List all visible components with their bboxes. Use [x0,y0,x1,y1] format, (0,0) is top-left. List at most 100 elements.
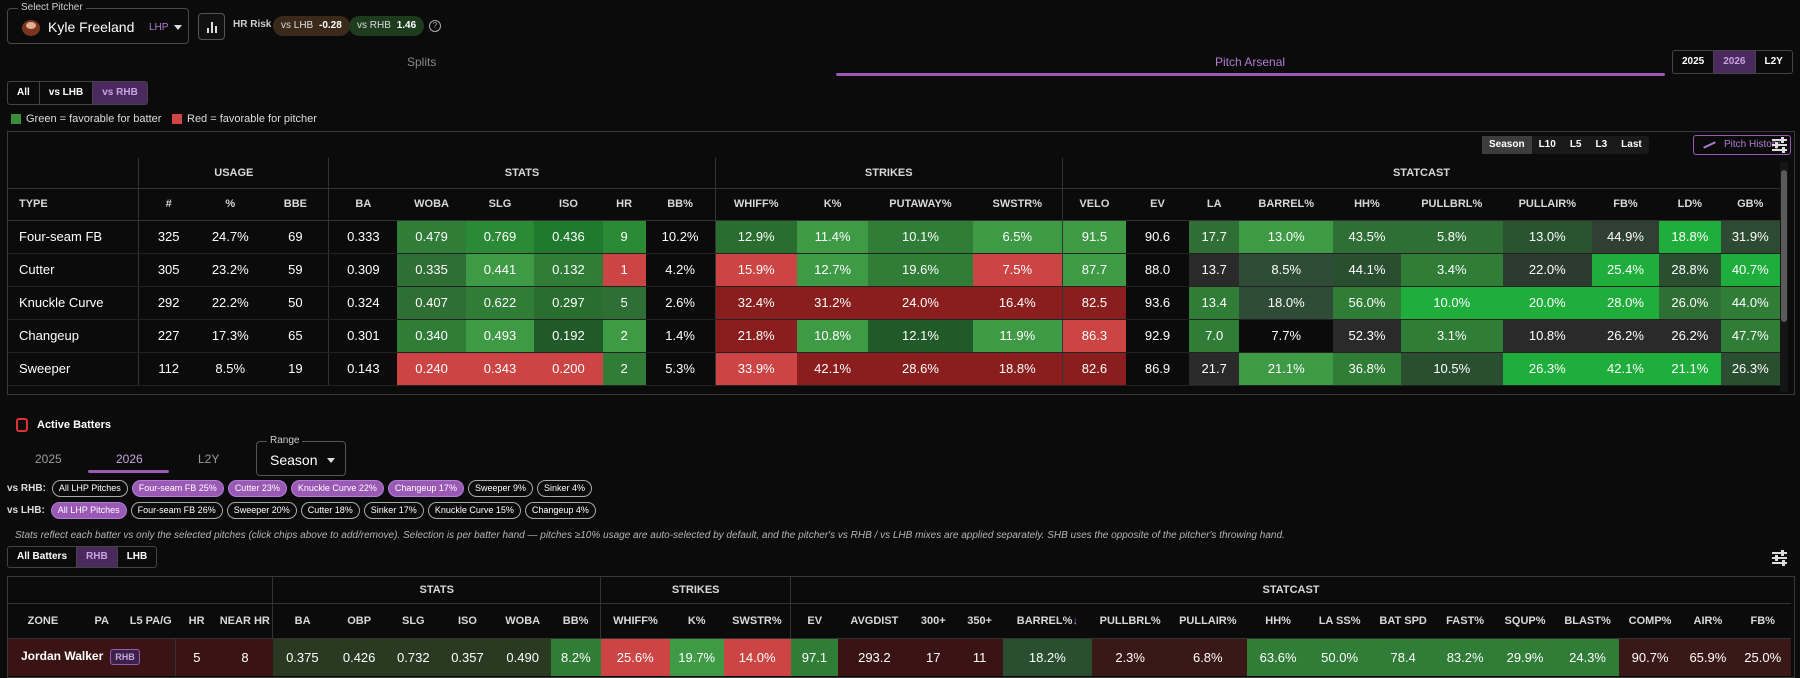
batter-name-cell[interactable]: Jordan Walker RHB [8,638,176,676]
col-fastpct[interactable]: FAST% [1436,603,1494,639]
col-whiffpct[interactable]: WHIFF% [714,188,797,221]
range-select[interactable]: Range Season [256,435,346,476]
year-2025-button[interactable]: 2025 [1673,51,1715,73]
chart-button[interactable] [198,13,225,40]
pitch-chip-all-lhp-pitches[interactable]: All LHP Pitches [50,502,127,519]
col-swstrpct[interactable]: SWSTR% [723,603,791,639]
column-settings-icon[interactable] [1772,137,1787,153]
col-near-hr[interactable]: NEAR HR [217,603,273,639]
col-pullbrlpct[interactable]: PULLBRL% [1091,603,1169,639]
col-pullbrlpct[interactable]: PULLBRL% [1400,188,1503,221]
col-type[interactable]: TYPE [8,188,139,221]
col-barrelpct[interactable]: BARREL%↓ [1003,603,1092,639]
pitch-chip-knuckle-curve-22pct[interactable]: Knuckle Curve 22% [290,480,384,497]
batter-column-settings-icon[interactable] [1772,550,1787,566]
table-row[interactable]: Changeup 227 17.3% 65 0.301 0.340 0.493 0.192 2 1… [8,319,1780,353]
col-slg[interactable]: SLG [465,188,535,221]
col-ldpct[interactable]: LD% [1659,188,1721,221]
col-350plus[interactable]: 350+ [956,603,1004,639]
pitch-chip-sweeper-20pct[interactable]: Sweeper 20% [226,502,297,519]
col-fbpct[interactable]: FB% [1591,188,1660,221]
col-gbpct[interactable]: GB% [1720,188,1780,221]
col-kpct[interactable]: K% [669,603,724,639]
help-icon[interactable]: ? [429,20,441,32]
col-pullairpct[interactable]: PULLAIR% [1168,603,1247,639]
col-la-sspct[interactable]: LA SS% [1309,603,1370,639]
range-l5-button[interactable]: L5 [1569,139,1582,150]
table-row[interactable]: Sweeper 112 8.5% 19 0.143 0.240 0.343 0.200 2 5.3… [8,352,1780,386]
table-row[interactable]: Knuckle Curve 292 22.2% 50 0.324 0.407 0.622 0.… [8,286,1780,320]
year-2026-button[interactable]: 2026 [1714,51,1756,73]
col-fbpct[interactable]: FB% [1734,603,1791,639]
pitch-chip-sweeper-9pct[interactable]: Sweeper 9% [467,480,533,497]
table-row[interactable]: Jordan Walker RHB 5 8 0.375 0.426 0.732 0.357 0.… [8,638,1791,676]
col-bbe[interactable]: BBE [262,188,329,221]
pitch-chip-four-seam-fb-25pct[interactable]: Four-seam FB 25% [131,480,224,497]
scrollbar-thumb[interactable] [1781,170,1787,322]
pitch-chip-changeup-17pct[interactable]: Changeup 17% [387,480,464,497]
side-all-button[interactable]: All Batters [8,547,78,567]
col-obp[interactable]: OBP [332,603,387,639]
pitch-chip-all-lhp-pitches[interactable]: All LHP Pitches [51,480,128,497]
col-hr[interactable]: HR [175,603,218,639]
col-l5-pa-g[interactable]: L5 PA/G [125,603,176,639]
col-pullairpct[interactable]: PULLAIR% [1502,188,1592,221]
range-l10-button[interactable]: L10 [1538,139,1556,150]
hand-vs-lhb-button[interactable]: vs LHB [40,82,94,104]
pitch-chip-changeup-4pct[interactable]: Changeup 4% [524,502,596,519]
col-barrelpct[interactable]: BARREL% [1239,188,1334,221]
col-bbpct[interactable]: BB% [645,188,716,221]
table-row[interactable]: Cutter 305 23.2% 59 0.309 0.335 0.441 0.132 1 4.2… [8,253,1780,287]
col-velo[interactable]: VELO [1061,188,1126,221]
col-woba[interactable]: WOBA [397,188,466,221]
year-l2y-button[interactable]: L2Y [1764,56,1783,67]
col-avgdist[interactable]: AVGDIST [838,603,911,639]
col-300plus[interactable]: 300+ [910,603,957,639]
col-pa[interactable]: PA [77,603,126,639]
tab-pitch-arsenal[interactable]: Pitch Arsenal [1215,55,1286,69]
table-row[interactable]: Four-seam FB 325 24.7% 69 0.333 0.479 0.769 0.4… [8,220,1780,254]
side-lhb-button[interactable]: LHB [126,551,148,562]
col-comppct[interactable]: COMP% [1618,603,1682,639]
col-putawaypct[interactable]: PUTAWAY% [868,188,973,221]
col-swstrpct[interactable]: SWSTR% [972,188,1063,221]
side-rhb-button[interactable]: RHB [77,547,118,567]
col-bat-spd[interactable]: BAT SPD [1369,603,1437,639]
col-kpct[interactable]: K% [796,188,869,221]
pitch-chip-knuckle-curve-15pct[interactable]: Knuckle Curve 15% [427,502,521,519]
col-hr[interactable]: HR [602,188,646,221]
col-blastpct[interactable]: BLAST% [1556,603,1619,639]
col-la[interactable]: LA [1189,188,1240,221]
pitch-history-button[interactable]: Pitch History [1693,135,1791,155]
col-zone[interactable]: ZONE [8,603,78,639]
col-bbpct[interactable]: BB% [550,603,601,639]
col-iso[interactable]: ISO [440,603,495,639]
col-slg[interactable]: SLG [386,603,441,639]
pitch-chip-cutter-18pct[interactable]: Cutter 18% [300,502,360,519]
batter-name[interactable]: Jordan Walker [21,649,104,664]
col-hhpct[interactable]: HH% [1333,188,1401,221]
batters-tab-2025[interactable]: 2025 [35,452,62,466]
col-iso[interactable]: ISO [534,188,603,221]
tab-splits[interactable]: Splits [407,55,437,69]
col-pct[interactable]: % [198,188,263,221]
pitch-chip-four-seam-fb-26pct[interactable]: Four-seam FB 26% [130,502,223,519]
col-ba[interactable]: BA [272,603,333,639]
hand-vs-rhb-button[interactable]: vs RHB [93,82,147,104]
range-l3-button[interactable]: L3 [1595,139,1608,150]
col-[interactable]: # [138,188,199,221]
pitch-chip-sinker-17pct[interactable]: Sinker 17% [363,502,424,519]
col-ev[interactable]: EV [1125,188,1190,221]
batters-tab-2026[interactable]: 2026 [116,452,143,466]
pitch-chip-cutter-23pct[interactable]: Cutter 23% [227,480,287,497]
range-last-button[interactable]: Last [1621,139,1642,150]
col-squppct[interactable]: SQUP% [1493,603,1557,639]
col-airpct[interactable]: AIR% [1681,603,1735,639]
col-hhpct[interactable]: HH% [1246,603,1310,639]
col-ba[interactable]: BA [328,188,398,221]
arsenal-scrollbar[interactable] [1780,162,1788,392]
hand-all-button[interactable]: All [8,82,40,104]
pitcher-select[interactable]: Select Pitcher Kyle Freeland LHP [7,2,189,44]
col-woba[interactable]: WOBA [494,603,551,639]
pitch-chip-sinker-4pct[interactable]: Sinker 4% [536,480,593,497]
